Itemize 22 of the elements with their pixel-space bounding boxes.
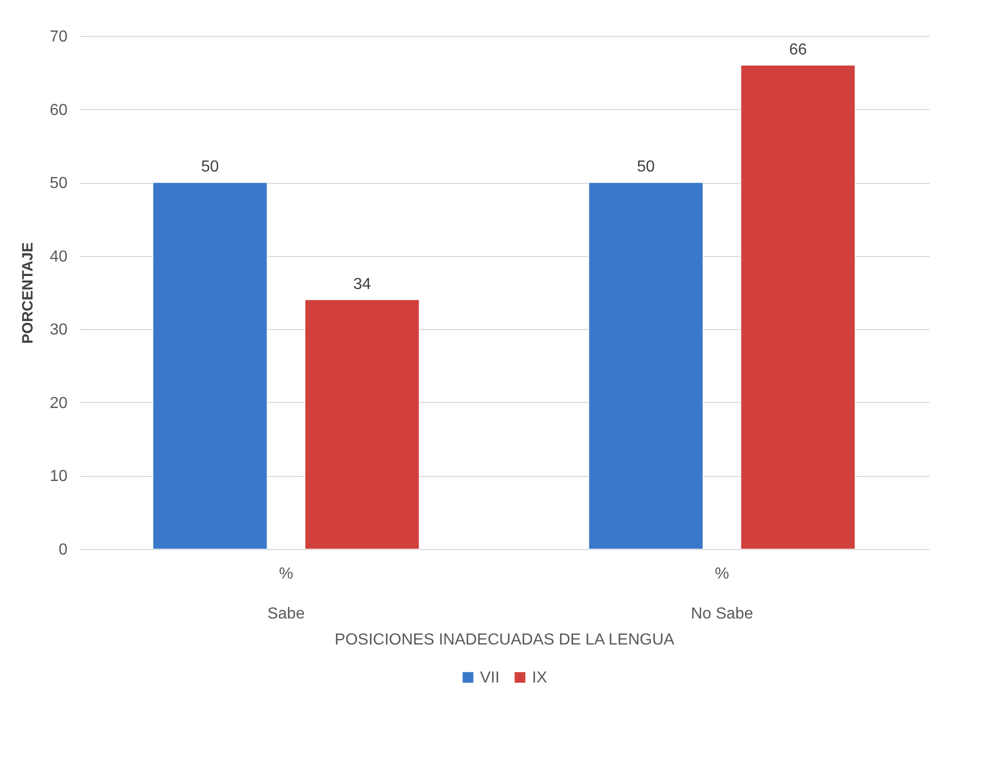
y-tick-label: 10 [50, 468, 68, 486]
data-label: 66 [789, 41, 807, 58]
bar [740, 65, 856, 550]
legend-label: VII [480, 669, 500, 686]
data-label: 50 [637, 158, 655, 176]
y-tick-label: 30 [50, 322, 68, 339]
data-label: 50 [201, 158, 220, 176]
x-axis-title: POSICIONES INADECUADAS DE LA LENGUA [334, 632, 675, 648]
legend-label: IX [532, 669, 548, 686]
bar [304, 300, 420, 550]
y-tick-label: 0 [58, 542, 68, 558]
y-axis-title: PORCENTAJE [20, 242, 37, 344]
y-tick-label: 40 [50, 248, 68, 266]
bar [588, 182, 704, 550]
category-label: % Sabe [267, 566, 305, 622]
bar [152, 182, 268, 550]
y-tick-label: 50 [50, 175, 68, 192]
data-label: 34 [353, 276, 372, 293]
category-label: % No Sabe [690, 566, 754, 622]
y-tick-label: 20 [50, 394, 68, 412]
y-tick-label: 60 [50, 102, 68, 119]
y-tick-label: 70 [50, 28, 68, 46]
